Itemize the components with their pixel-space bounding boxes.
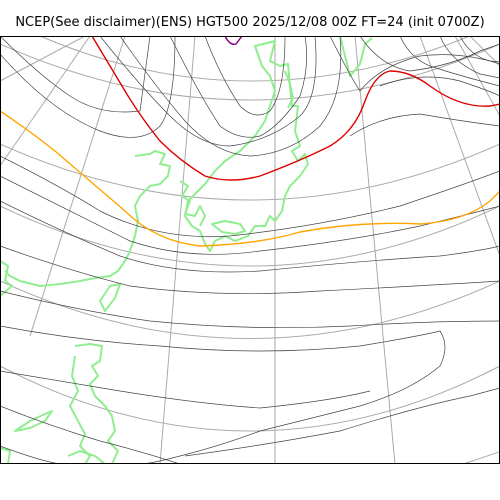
contour-line xyxy=(0,405,181,464)
contour-line xyxy=(0,325,446,464)
contour-line xyxy=(0,245,500,294)
coastline-hudson xyxy=(74,343,119,464)
contour-line xyxy=(459,36,500,63)
map-panel xyxy=(0,36,500,464)
coastline-baffin xyxy=(4,150,171,287)
contour-line xyxy=(349,113,500,137)
meridian-line xyxy=(469,36,500,67)
coastline-small-2 xyxy=(67,450,106,464)
contour-line xyxy=(399,36,500,87)
coastline-greenland-east xyxy=(284,70,294,109)
parallel-line xyxy=(461,450,500,464)
parallel-line xyxy=(0,205,500,267)
coastline-canada-north xyxy=(0,260,13,297)
contour-line xyxy=(329,36,500,92)
meridian-line xyxy=(29,36,126,337)
contour-line xyxy=(99,36,317,147)
coastline-greenland xyxy=(184,40,309,252)
meridian-line xyxy=(0,36,86,82)
contour-line xyxy=(0,36,151,113)
contour-red xyxy=(91,36,500,181)
coastline-small xyxy=(0,447,11,464)
parallel-line xyxy=(0,365,500,432)
chart-title: NCEP(See disclaimer)(ENS) HGT500 2025/12… xyxy=(15,15,485,30)
contour-line xyxy=(204,36,286,116)
coastline-hudson-west xyxy=(69,355,91,464)
contour-line xyxy=(0,36,176,138)
parallel-line xyxy=(0,280,500,339)
contour-line xyxy=(184,387,500,457)
coastline-bay xyxy=(14,410,53,432)
contour-line xyxy=(0,290,500,329)
coastline-island-3 xyxy=(99,283,121,312)
contour-orange xyxy=(0,110,500,247)
coastline-svalbard xyxy=(339,36,373,77)
contour-purple xyxy=(224,36,243,46)
parallel-line xyxy=(0,43,500,101)
meridian-line xyxy=(159,36,196,464)
parallel-line xyxy=(39,36,471,82)
meridian-line xyxy=(0,36,91,167)
contour-line xyxy=(0,200,500,273)
contour-line xyxy=(0,370,371,409)
map-svg xyxy=(0,36,500,464)
meridian-line xyxy=(354,36,396,464)
contour-line xyxy=(119,36,342,157)
graticule-parallels xyxy=(0,36,500,464)
coastline-island-2 xyxy=(211,220,246,235)
contour-line xyxy=(439,36,500,79)
contour-line xyxy=(169,36,307,138)
meridian-line xyxy=(419,36,500,257)
contour-line xyxy=(0,155,500,238)
coastlines xyxy=(0,36,373,464)
parallel-line xyxy=(0,143,500,201)
coastline-island xyxy=(179,180,206,227)
contour-line xyxy=(379,76,500,97)
meridian-line xyxy=(454,36,500,117)
